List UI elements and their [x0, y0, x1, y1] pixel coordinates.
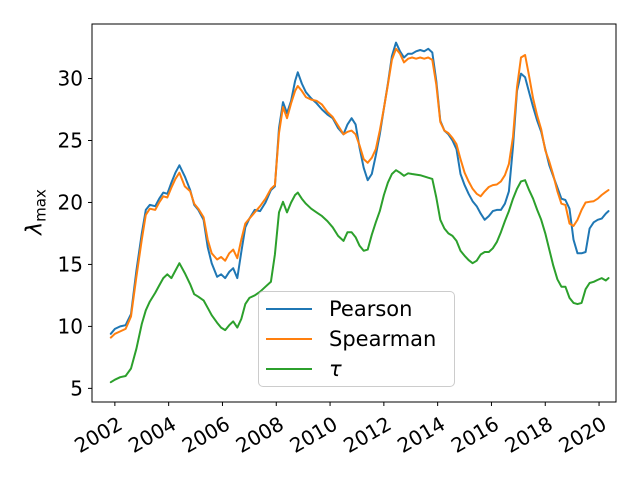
x-tick-label: 2006 [178, 412, 234, 458]
lambda-subscript: max [31, 189, 50, 222]
series-line-Spearman [109, 47, 610, 339]
x-tick-label: 2020 [554, 412, 610, 458]
series-line-τ [109, 169, 610, 384]
x-tick-label: 2008 [232, 412, 288, 458]
legend-label-spearman: Spearman [329, 326, 437, 351]
y-tick-label: 25 [58, 128, 83, 152]
y-tick-label: 20 [58, 190, 83, 214]
spearman-line-sample [266, 338, 312, 340]
legend-item-pearson: Pearson [259, 294, 454, 324]
x-tick-label: 2012 [339, 412, 395, 458]
x-tick-label: 2010 [285, 412, 341, 458]
legend-item-tau: τ [259, 354, 454, 384]
pearson-line-sample [266, 308, 312, 310]
x-tick-label: 2016 [447, 412, 503, 458]
y-axis-label: λmax [23, 189, 50, 235]
x-tick-label: 2014 [393, 412, 449, 458]
y-tick-label: 30 [58, 67, 83, 91]
lambda-symbol: λ [22, 221, 48, 235]
x-tick-label: 2018 [501, 412, 557, 458]
legend-label-pearson: Pearson [329, 296, 413, 321]
legend-label-tau: τ [329, 356, 342, 381]
x-tick-label: 2004 [124, 412, 180, 458]
tau-line-sample [266, 368, 312, 370]
legend: Pearson Spearman τ [258, 291, 455, 387]
x-tick-label: 2002 [70, 412, 126, 458]
legend-item-spearman: Spearman [259, 324, 454, 354]
y-tick-label: 15 [58, 252, 83, 276]
plot-border [91, 23, 617, 403]
y-tick-label: 10 [58, 314, 83, 338]
y-tick-label: 5 [70, 376, 83, 400]
